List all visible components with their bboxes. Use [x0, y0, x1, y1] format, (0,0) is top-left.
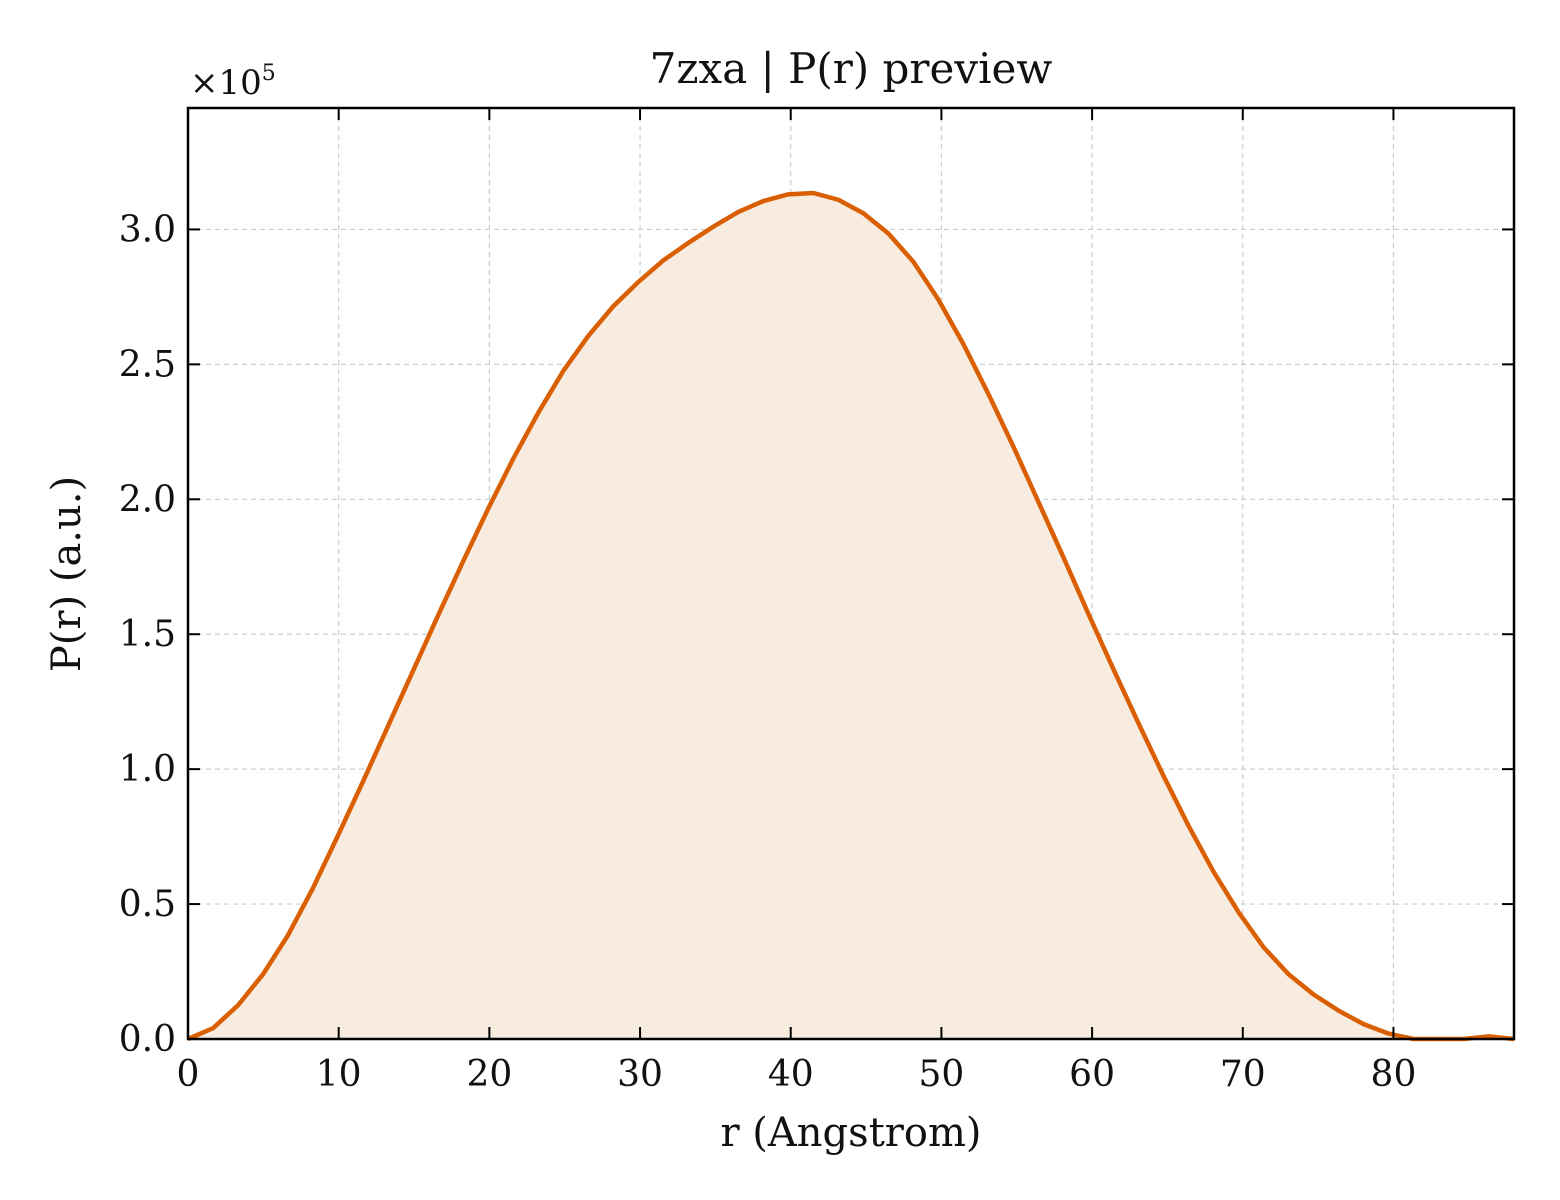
x-tick-label: 60: [1069, 1054, 1115, 1095]
x-axis-ticks: [187, 108, 1395, 1039]
x-tick-label: 10: [316, 1054, 362, 1095]
y-tick-label: 1.0: [119, 749, 176, 790]
y-tick-label: 2.5: [119, 344, 176, 385]
y-tick-label: 0.0: [119, 1019, 176, 1060]
y-axis-ticks: [188, 228, 1514, 1040]
y-tick-label: 3.0: [119, 209, 176, 250]
pr-series-line: [187, 190, 1515, 1042]
x-axis-tick-labels: 0 10 20 30 40 50 60 70 80: [177, 1054, 1417, 1095]
x-tick-label: 40: [768, 1054, 814, 1095]
x-tick-label: 70: [1220, 1054, 1266, 1095]
x-axis-title: r (Angstrom): [720, 1110, 981, 1156]
x-tick-label: 80: [1371, 1054, 1417, 1095]
plot-frame: [186, 106, 1516, 1041]
x-tick-label: 20: [466, 1054, 512, 1095]
y-axis-tick-labels: 0.0 0.5 1.0 1.5 2.0 2.5 3.0: [119, 209, 176, 1060]
y-tick-label: 1.5: [119, 614, 176, 655]
chart-title: 7zxa | P(r) preview: [650, 44, 1053, 93]
y-axis-offset-exponent: 5: [262, 61, 276, 86]
y-tick-label: 0.5: [119, 884, 176, 925]
x-tick-label: 50: [919, 1054, 965, 1095]
y-axis-offset-label: ×105: [190, 61, 276, 103]
y-tick-label: 2.0: [119, 479, 176, 520]
y-axis-title: P(r) (a.u.): [44, 476, 90, 672]
x-tick-label: 0: [177, 1054, 200, 1095]
y-axis-offset-base: ×10: [190, 63, 262, 103]
x-tick-label: 30: [617, 1054, 663, 1095]
pr-area-fill: [188, 193, 1514, 1039]
